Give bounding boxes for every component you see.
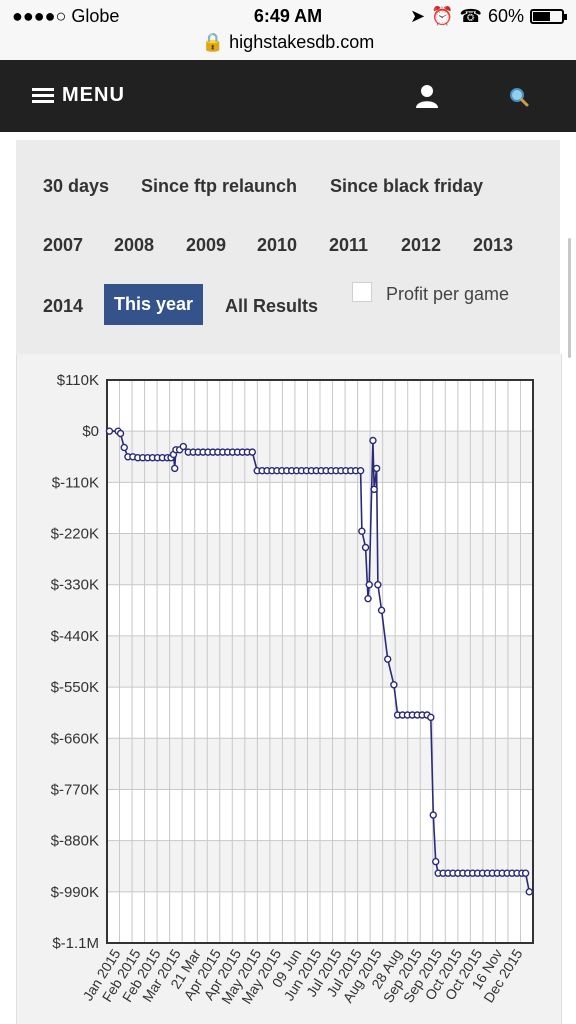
data-point bbox=[369, 436, 377, 445]
top-nav: MENU bbox=[0, 60, 576, 132]
data-point bbox=[370, 485, 378, 494]
status-icons: ➤ ⏰ ☎ 60% bbox=[410, 6, 567, 27]
y-tick-label: $-330K bbox=[51, 577, 99, 594]
data-point bbox=[105, 427, 114, 435]
data-point bbox=[384, 655, 392, 663]
y-tick-label: $-880K bbox=[51, 833, 99, 850]
data-point bbox=[427, 713, 435, 722]
data-point bbox=[120, 443, 128, 452]
data-point bbox=[179, 442, 188, 451]
y-tick-label: $-440K bbox=[51, 628, 99, 645]
data-point bbox=[429, 811, 437, 819]
y-tick-label: $-770K bbox=[51, 781, 99, 798]
filter-since-black-friday[interactable]: Since black friday bbox=[330, 176, 484, 196]
menu-label: MENU bbox=[62, 84, 125, 106]
status-bar: ●●●●○ Globe 6:49 AM ➤ ⏰ ☎ 60% 🔒 highstak… bbox=[0, 0, 576, 60]
filter-2010[interactable]: 2010 bbox=[257, 235, 298, 255]
y-tick-label: $-1.1M bbox=[52, 935, 99, 952]
y-tick-label: $-660K bbox=[51, 730, 99, 747]
filter-2007[interactable]: 2007 bbox=[43, 235, 84, 255]
filter-30-days[interactable]: 30 days bbox=[43, 176, 110, 196]
search-icon[interactable] bbox=[508, 86, 530, 108]
data-point bbox=[356, 467, 365, 475]
data-point bbox=[116, 429, 125, 438]
filter-2012[interactable]: 2012 bbox=[401, 235, 442, 255]
data-point bbox=[372, 464, 381, 473]
carrier-signal: ●●●●○ Globe bbox=[12, 6, 120, 26]
period-filters: 30 days Since ftp relaunch Since black f… bbox=[16, 140, 560, 354]
hamburger-icon bbox=[32, 87, 54, 104]
filter-2014[interactable]: 2014 bbox=[43, 296, 84, 316]
data-point bbox=[390, 681, 398, 689]
url-bar[interactable]: 🔒 highstakesdb.com bbox=[0, 32, 576, 53]
y-tick-label: $-990K bbox=[51, 884, 99, 901]
page-scrollbar[interactable] bbox=[568, 238, 571, 358]
data-point bbox=[525, 888, 534, 896]
data-point bbox=[248, 448, 256, 456]
alarm-icon: ⏰ bbox=[431, 6, 454, 26]
filter-since-ftp-relaunch[interactable]: Since ftp relaunch bbox=[141, 176, 298, 196]
filter-2009[interactable]: 2009 bbox=[186, 235, 227, 255]
profit-per-game-checkbox[interactable] bbox=[352, 282, 372, 302]
data-point bbox=[432, 857, 440, 866]
y-tick-label: $-220K bbox=[51, 526, 99, 543]
data-point bbox=[521, 869, 530, 877]
data-point bbox=[358, 527, 366, 535]
battery-icon bbox=[530, 9, 567, 24]
location-icon: ➤ bbox=[410, 6, 426, 26]
battery-percent: 60% bbox=[487, 6, 524, 26]
data-point bbox=[361, 543, 370, 552]
filter-all-results[interactable]: All Results bbox=[225, 296, 319, 316]
data-point bbox=[374, 581, 382, 589]
tty-icon: ☎ bbox=[459, 6, 482, 26]
y-tick-label: $110K bbox=[57, 372, 99, 389]
menu-button[interactable]: MENU bbox=[32, 84, 125, 107]
plot-border bbox=[106, 379, 534, 944]
chart-panel: $110K $0 $-110K $-220K $-330K $-440K $-550K $-6… bbox=[16, 354, 562, 1024]
y-tick-label: $-110K bbox=[52, 474, 99, 491]
filter-2008[interactable]: 2008 bbox=[114, 235, 155, 255]
user-icon[interactable] bbox=[414, 84, 440, 108]
profit-chart: $110K $0 $-110K $-220K $-330K $-440K $-550K $-6… bbox=[51, 372, 534, 1007]
filter-2011[interactable]: 2011 bbox=[329, 235, 369, 255]
lock-icon: 🔒 bbox=[201, 32, 225, 52]
y-tick-label: $-550K bbox=[51, 679, 99, 696]
data-point bbox=[364, 594, 372, 603]
filter-2013[interactable]: 2013 bbox=[473, 235, 514, 255]
data-point bbox=[171, 464, 179, 473]
filter-this-year[interactable]: This year bbox=[104, 284, 204, 325]
y-tick-label: $0 bbox=[82, 423, 99, 440]
profit-per-game-label: Profit per game bbox=[386, 284, 510, 304]
url-text: highstakesdb.com bbox=[229, 32, 375, 52]
data-point bbox=[377, 606, 386, 615]
data-point bbox=[365, 581, 373, 589]
clock: 6:49 AM bbox=[253, 6, 323, 26]
